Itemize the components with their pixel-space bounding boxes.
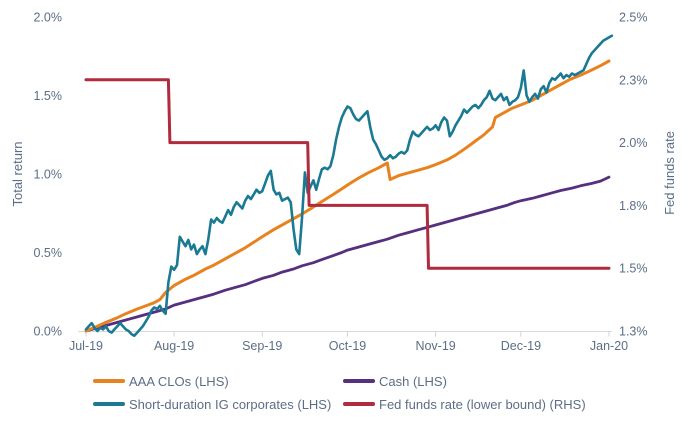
series-line-fed-funds-rate-lower-bound-rhs (84, 78, 611, 270)
series-line-short-duration-ig-corporates-lhs (84, 34, 614, 338)
legend-item-fed-funds: Fed funds rate (lower bound) (RHS) (343, 396, 586, 412)
left-tick-label-4: 2.0% (34, 11, 63, 25)
left-tick-label-2: 1.0% (34, 168, 63, 182)
right-tick-label-0: 1.3% (619, 325, 648, 339)
legend-marker-fed-funds (343, 402, 375, 406)
right-tick-label-5: 2.5% (619, 11, 648, 25)
left-tick-label-0: 0.0% (34, 325, 63, 339)
legend-item-aaa-clos: AAA CLOs (LHS) (93, 373, 229, 389)
legend-label-fed-funds: Fed funds rate (lower bound) (RHS) (379, 396, 586, 412)
right-axis-title: Fed funds rate (662, 131, 677, 215)
x-tick-label-2: Sep-19 (242, 339, 282, 353)
right-tick-label-4: 2.3% (619, 73, 648, 87)
series-layer (84, 34, 614, 338)
x-tick-label-1: Aug-19 (154, 339, 194, 353)
x-tick-label-3: Oct-19 (329, 339, 367, 353)
left-tick-label-3: 1.5% (34, 89, 63, 103)
dual-axis-line-chart: Jul-19 Aug-19 Sep-19 Oct-19 Nov-19 Dec-19 Jan-… (10, 11, 677, 354)
legend-marker-cash (343, 379, 375, 383)
series-line-aaa-clos-lhs (84, 59, 611, 333)
legend-item-ig-corporates: Short-duration IG corporates (LHS) (93, 396, 331, 412)
left-axis-title: Total return (10, 141, 25, 206)
legend-marker-aaa-clos (93, 379, 125, 383)
legend-label-cash: Cash (LHS) (379, 373, 447, 389)
axes-layer: Jul-19 Aug-19 Sep-19 Oct-19 Nov-19 Dec-19 Jan-… (34, 11, 648, 354)
x-tick-label-0: Jul-19 (69, 339, 103, 353)
right-tick-label-2: 1.8% (619, 199, 648, 213)
legend-item-cash: Cash (LHS) (343, 373, 447, 389)
x-tick-label-4: Nov-19 (415, 339, 455, 353)
left-tick-label-1: 0.5% (34, 246, 63, 260)
x-tick-label-6: Jan-20 (590, 339, 628, 353)
right-tick-label-1: 1.5% (619, 262, 648, 276)
legend-marker-ig-corporates (93, 402, 125, 406)
right-tick-label-3: 2.0% (619, 136, 648, 150)
series-line-cash-lhs (84, 175, 611, 333)
legend-label-aaa-clos: AAA CLOs (LHS) (129, 373, 229, 389)
x-tick-label-5: Dec-19 (501, 339, 541, 353)
legend-label-ig-corporates: Short-duration IG corporates (LHS) (129, 396, 332, 412)
